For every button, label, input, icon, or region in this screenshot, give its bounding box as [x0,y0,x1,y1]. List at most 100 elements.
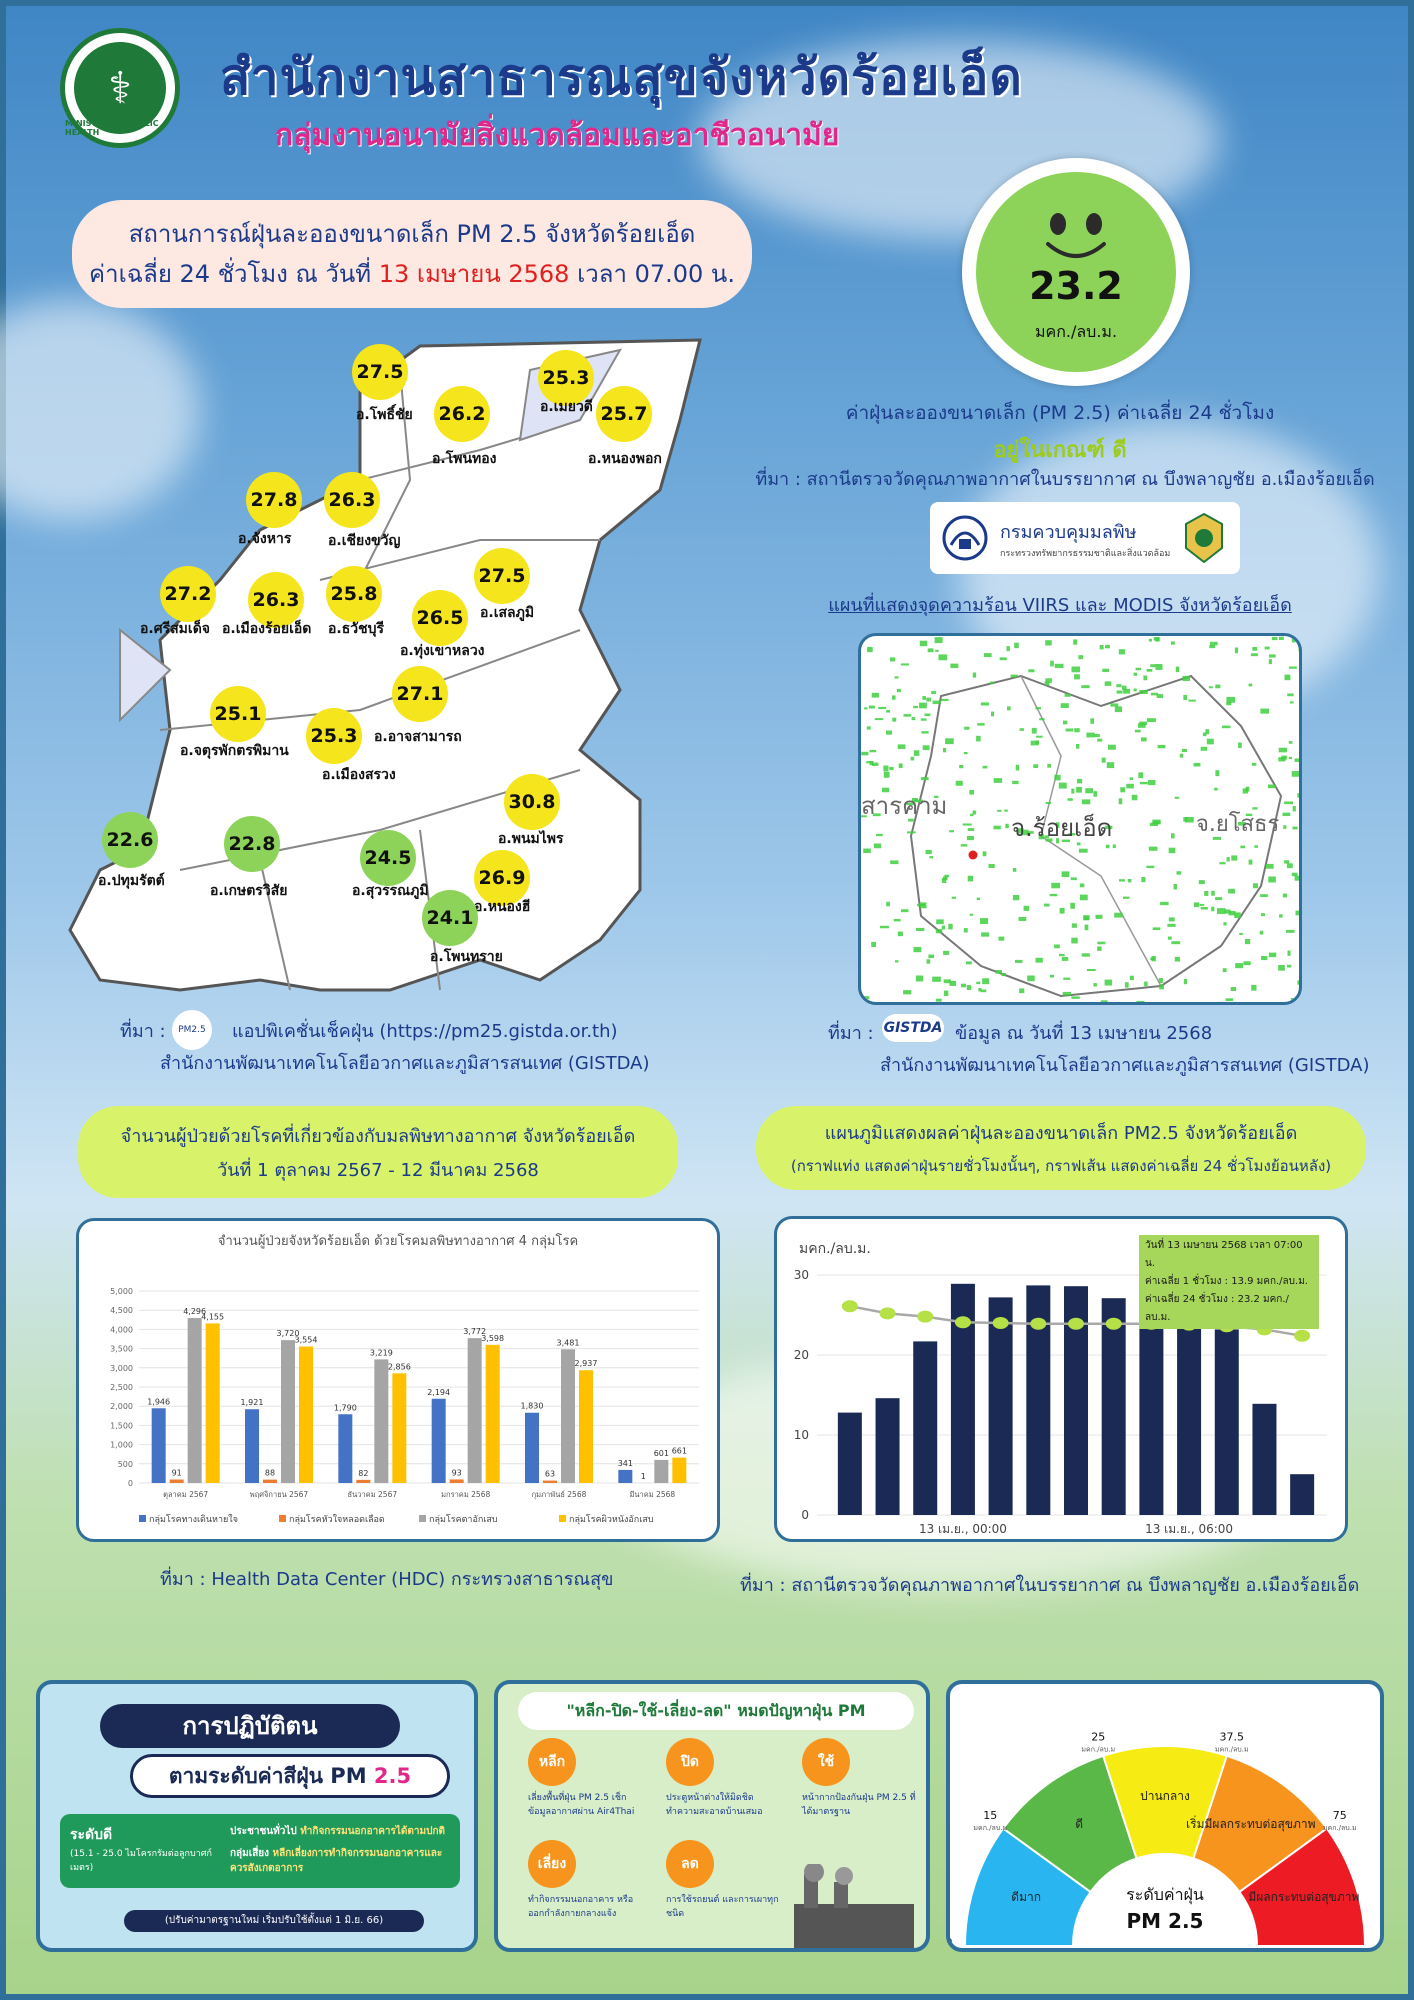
pm-marker: 25.3 [306,708,362,764]
vegetation-speck [1054,774,1061,781]
vegetation-speck [1173,884,1177,890]
vegetation-speck [1061,957,1069,961]
vegetation-speck [1030,740,1039,746]
vegetation-speck [1060,703,1069,709]
vegetation-speck [871,762,879,766]
tip-desc: ประตูหน้าต่างให้มิดชิด ทำความสะอาดบ้านเส… [666,1793,763,1817]
vegetation-speck [913,947,922,953]
avg24-marker [954,1316,971,1329]
vegetation-speck [1070,877,1077,881]
vegetation-speck [1139,721,1148,725]
bar [1026,1285,1051,1515]
vegetation-speck [1239,932,1243,935]
vegetation-speck [926,959,931,964]
vegetation-speck [1014,642,1019,649]
vegetation-speck [1261,913,1265,917]
pm-marker: 26.2 [434,386,490,442]
vegetation-speck [1292,826,1298,830]
vegetation-speck [981,932,989,937]
vegetation-speck [1259,930,1264,935]
vegetation-speck [868,705,875,709]
vegetation-speck [1183,694,1188,701]
vegetation-speck [1150,692,1158,696]
hourly-pill: แผนภูมิแสดงผลค่าฝุ่นละอองขนาดเล็ก PM2.5 … [756,1106,1366,1190]
data-label: 3,554 [295,1336,318,1345]
bar [281,1340,295,1483]
vegetation-speck [970,813,974,817]
hourly-pill-desc: (กราฟแท่ง แสดงค่าฝุ่นรายชั่วโมงนั้นๆ, กร… [790,1157,1332,1175]
vegetation-speck [943,990,949,997]
aqi-badge: 23.2 มคก./ลบ.ม. [962,158,1190,386]
vegetation-speck [1221,725,1231,729]
district-name: อ.โพนทราย [430,949,503,965]
vegetation-speck [1076,744,1080,749]
vegetation-speck [961,983,967,988]
vegetation-speck [1193,762,1201,767]
vegetation-speck [1093,791,1098,797]
data-label: 3,772 [463,1327,486,1336]
y-tick-label: 3,000 [110,1364,133,1373]
tip-word: ลด [666,1840,714,1888]
vegetation-speck [1116,684,1122,688]
tip-item: เลี่ยง ทำกิจกรรมนอกอาคาร หรือออกกำลังกาย… [528,1840,648,1920]
ministry-seal-icon [1185,512,1224,564]
y-tick-label: 30 [794,1268,809,1282]
gauge-tick-value: 37.5 [1219,1731,1244,1744]
x-tick-label: พฤศจิกายน 2567 [250,1490,309,1499]
vegetation-speck [882,787,890,793]
hotspot-source-org: สำนักงานพัฒนาเทคโนโลยีอวกาศและภูมิสารสนเ… [880,1055,1370,1076]
vegetation-speck [1059,953,1065,957]
vegetation-speck [1063,977,1071,980]
vegetation-speck [931,691,937,695]
caduceus-icon: ⚕ [74,42,166,134]
vegetation-speck [927,648,934,653]
situation-time: เวลา 07.00 น. [577,260,735,288]
data-label: 2,194 [427,1388,450,1397]
bar [579,1370,593,1483]
vegetation-speck [1139,689,1148,695]
vegetation-speck [984,653,992,658]
vegetation-speck [903,714,912,717]
hourly-source: ที่มา : สถานีตรวจวัดคุณภาพอากาศในบรรยากา… [740,1575,1360,1596]
vegetation-speck [867,647,873,653]
vegetation-speck [1093,734,1100,738]
vegetation-speck [1061,871,1070,878]
vegetation-speck [1102,668,1110,673]
vegetation-speck [1174,796,1180,799]
vegetation-speck [922,745,930,751]
vegetation-speck [1056,838,1060,844]
vegetation-speck [1036,735,1043,738]
district-name: อ.สุวรรณภูมิ [352,883,429,899]
data-label: 93 [452,1468,462,1477]
tip-word: ปิด [666,1738,714,1786]
pm-marker: 30.8 [504,774,560,830]
pm-marker: 22.6 [102,812,158,868]
vegetation-speck [889,766,894,771]
vegetation-speck [1261,956,1268,961]
gauge-title-1: ระดับค่าฝุ่น [1126,1885,1204,1905]
data-label: 88 [265,1469,275,1478]
vegetation-speck [999,657,1007,661]
vegetation-speck [1079,883,1085,888]
bar [263,1479,277,1483]
tip-item: หลีก เลี่ยงพื้นที่ฝุ่น PM 2.5 เช็กข้อมูล… [528,1738,648,1818]
vegetation-speck [1199,903,1205,906]
data-label: 63 [545,1470,555,1479]
vegetation-speck [940,698,949,702]
gauge-segment-label: ดี [1075,1817,1083,1831]
data-label: 1 [641,1472,646,1481]
vegetation-speck [1252,883,1259,889]
vegetation-speck [1283,825,1287,829]
vegetation-speck [1149,822,1159,827]
district-name: อ.เชียงขวัญ [328,533,401,549]
vegetation-speck [1284,860,1290,864]
vegetation-speck [1152,927,1161,930]
vegetation-speck [1033,764,1039,769]
vegetation-speck [1291,637,1296,643]
data-label: 1,921 [241,1398,264,1407]
vegetation-speck [963,928,968,933]
data-label: 82 [358,1469,368,1478]
avg24-marker [1105,1317,1122,1330]
pm-marker: 25.3 [538,350,594,406]
vegetation-speck [1265,863,1274,869]
